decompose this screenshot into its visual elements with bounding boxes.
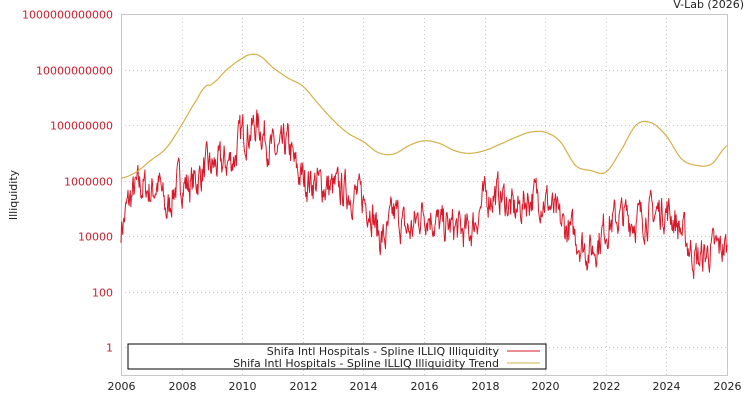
grid-lines bbox=[121, 14, 727, 375]
legend-box bbox=[127, 343, 547, 370]
legend-label-trend: Shifa Intl Hospitals - Spline ILLIQ Illi… bbox=[233, 357, 499, 370]
x-tick-label: 2014 bbox=[350, 380, 378, 393]
plot-area bbox=[120, 53, 728, 280]
x-tick-label: 2022 bbox=[593, 380, 621, 393]
y-tick-label: 1000000 bbox=[64, 176, 113, 189]
y-tick-label: 10000000000 bbox=[36, 65, 113, 78]
x-tick-label: 2018 bbox=[472, 380, 500, 393]
y-tick-label: 100000000 bbox=[50, 120, 113, 133]
legend: Shifa Intl Hospitals - Spline ILLIQ Illi… bbox=[127, 343, 547, 370]
y-tick-label: 100 bbox=[92, 287, 113, 300]
x-tick-label: 2006 bbox=[108, 380, 136, 393]
x-tick-label: 2024 bbox=[653, 380, 681, 393]
legend-label-illiquidity: Shifa Intl Hospitals - Spline ILLIQ Illi… bbox=[267, 345, 500, 358]
plot-frame bbox=[121, 14, 728, 376]
x-tick-label: 2026 bbox=[714, 380, 742, 393]
y-tick-label: 1 bbox=[106, 342, 113, 355]
x-tick-label: 2010 bbox=[229, 380, 257, 393]
axes bbox=[121, 14, 728, 376]
source-credit: V-Lab (2026) bbox=[673, 0, 744, 11]
illiquidity-line bbox=[120, 109, 728, 280]
x-tick-label: 2020 bbox=[532, 380, 560, 393]
x-tick-label: 2012 bbox=[290, 380, 318, 393]
x-tick-label: 2016 bbox=[411, 380, 439, 393]
y-axis-tick-labels: 1000000000000 10000000000 100000000 1000000… bbox=[22, 9, 113, 355]
y-tick-label: 10000 bbox=[78, 231, 113, 244]
illiquidity-trend-line bbox=[120, 53, 728, 179]
y-axis-title: Illiquidity bbox=[7, 169, 20, 220]
x-axis-tick-labels: 2006 2008 2010 2012 2014 2016 2018 2020 2022 2024… bbox=[108, 380, 742, 393]
y-tick-label: 1000000000000 bbox=[22, 9, 113, 22]
x-tick-label: 2008 bbox=[169, 380, 197, 393]
